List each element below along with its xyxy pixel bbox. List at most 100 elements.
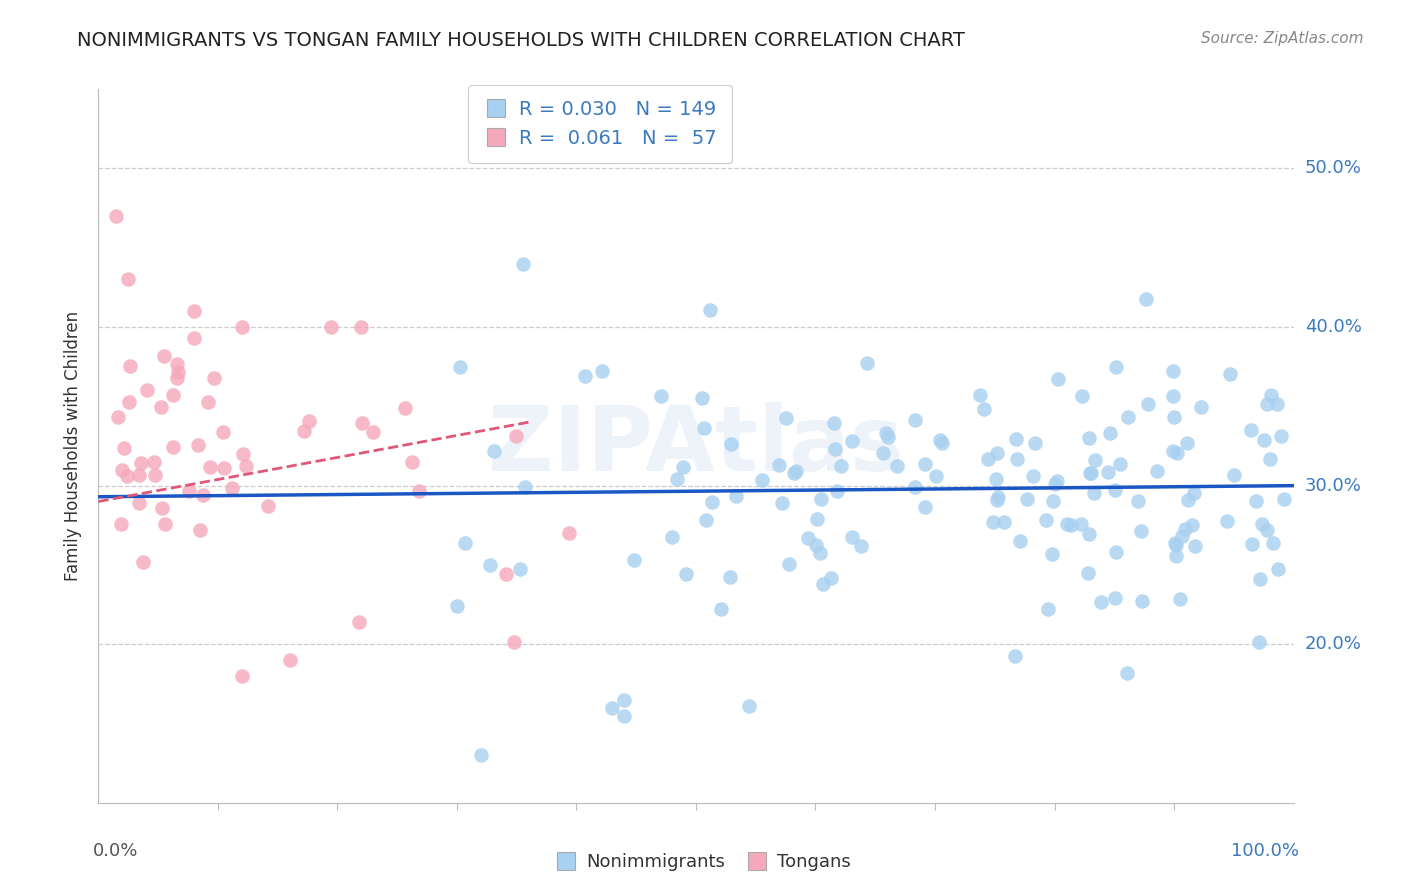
Point <box>166 371 188 385</box>
Point <box>904 480 927 494</box>
Y-axis label: Family Households with Children: Family Households with Children <box>65 311 83 581</box>
Point <box>710 602 733 616</box>
Point <box>1098 425 1121 440</box>
Point <box>1046 474 1069 488</box>
Point <box>1168 591 1191 606</box>
Point <box>129 456 152 470</box>
Text: 50.0%: 50.0% <box>1305 160 1361 178</box>
Point <box>1059 518 1081 533</box>
Point <box>977 452 1000 467</box>
Point <box>1078 466 1101 480</box>
Point <box>558 526 581 541</box>
Point <box>875 425 897 440</box>
Point <box>928 433 950 447</box>
Point <box>505 429 527 443</box>
Point <box>602 700 624 714</box>
Point <box>886 458 908 473</box>
Point <box>221 481 243 495</box>
Point <box>981 516 1004 530</box>
Point <box>1083 486 1105 500</box>
Point <box>513 480 536 494</box>
Point <box>1043 476 1066 491</box>
Point <box>292 424 315 438</box>
Point <box>347 615 370 630</box>
Point <box>128 496 150 510</box>
Point <box>1084 453 1107 467</box>
Point <box>110 516 132 531</box>
Legend: R = 0.030   N = 149, R =  0.061   N =  57: R = 0.030 N = 149, R = 0.061 N = 57 <box>468 85 733 163</box>
Point <box>574 368 596 383</box>
Point <box>107 410 129 425</box>
Point <box>1161 364 1184 378</box>
Point <box>117 272 139 286</box>
Point <box>1166 446 1188 460</box>
Point <box>112 441 135 455</box>
Point <box>1130 594 1153 608</box>
Point <box>1216 514 1239 528</box>
Point <box>1116 666 1139 681</box>
Point <box>298 414 321 428</box>
Point <box>1181 517 1204 532</box>
Point <box>105 209 128 223</box>
Point <box>1270 429 1292 443</box>
Point <box>1177 493 1199 508</box>
Point <box>778 558 800 572</box>
Point <box>1223 468 1246 483</box>
Point <box>1008 534 1031 549</box>
Point <box>1182 485 1205 500</box>
Point <box>111 463 134 477</box>
Point <box>623 553 645 567</box>
Point <box>1035 513 1057 527</box>
Point <box>785 464 807 478</box>
Point <box>115 469 138 483</box>
Point <box>1116 410 1139 425</box>
Point <box>1021 469 1043 483</box>
Point <box>665 472 688 486</box>
Point <box>1005 451 1028 466</box>
Point <box>1105 545 1128 559</box>
Point <box>904 412 927 426</box>
Point <box>841 530 863 544</box>
Point <box>1249 635 1271 649</box>
Point <box>931 435 953 450</box>
Point <box>198 459 221 474</box>
Point <box>1258 452 1281 467</box>
Point <box>231 320 253 334</box>
Point <box>232 447 254 461</box>
Point <box>690 391 713 405</box>
Point <box>231 669 253 683</box>
Legend: Nonimmigrants, Tongans: Nonimmigrants, Tongans <box>548 847 858 879</box>
Point <box>1272 491 1295 506</box>
Point <box>204 371 226 385</box>
Point <box>1161 389 1184 403</box>
Point <box>725 489 748 503</box>
Point <box>1164 538 1187 552</box>
Point <box>1130 524 1153 538</box>
Point <box>1146 464 1168 478</box>
Text: 20.0%: 20.0% <box>1305 635 1361 653</box>
Point <box>993 516 1015 530</box>
Point <box>1024 435 1046 450</box>
Point <box>1241 537 1264 551</box>
Point <box>830 459 852 474</box>
Point <box>1256 396 1278 410</box>
Point <box>235 458 257 473</box>
Point <box>1135 292 1157 306</box>
Point <box>1267 562 1289 576</box>
Point <box>1036 601 1059 615</box>
Point <box>1105 360 1128 375</box>
Point <box>1078 527 1101 541</box>
Point <box>1251 517 1274 532</box>
Point <box>986 492 1008 507</box>
Point <box>984 472 1007 486</box>
Point <box>1164 549 1187 563</box>
Point <box>1184 539 1206 553</box>
Point <box>132 555 155 569</box>
Point <box>1256 523 1278 537</box>
Point <box>1104 591 1126 606</box>
Point <box>153 349 176 363</box>
Point <box>1189 400 1212 414</box>
Point <box>695 513 717 527</box>
Text: NONIMMIGRANTS VS TONGAN FAMILY HOUSEHOLDS WITH CHILDREN CORRELATION CHART: NONIMMIGRANTS VS TONGAN FAMILY HOUSEHOLD… <box>77 31 965 50</box>
Point <box>408 484 430 499</box>
